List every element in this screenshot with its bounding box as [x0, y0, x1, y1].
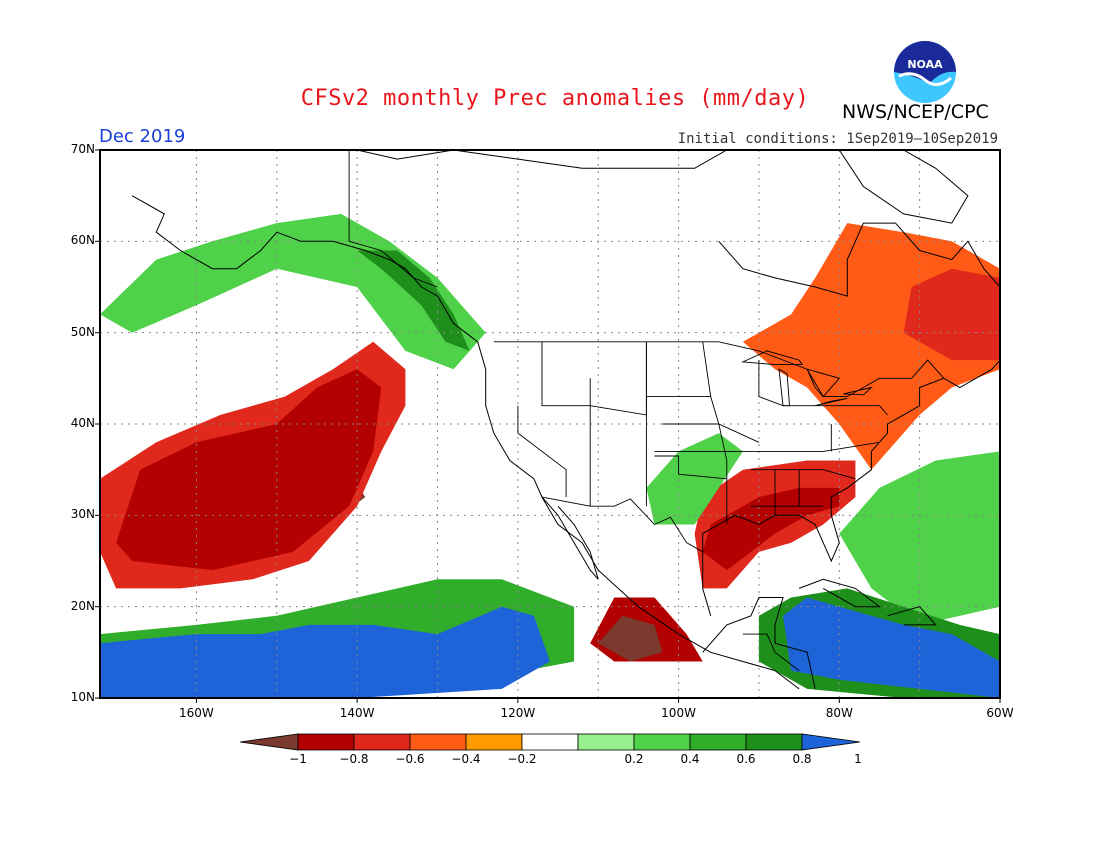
lake-4	[843, 386, 873, 396]
border-9	[662, 423, 760, 443]
valid-month: Dec 2019	[99, 126, 186, 147]
lat-label: 50N	[70, 324, 95, 339]
anomaly-region-15	[357, 250, 470, 351]
lon-label: 160W	[179, 706, 214, 720]
coastline-1	[541, 496, 599, 580]
lon-label: 140W	[339, 706, 375, 720]
lat-label: 60N	[70, 233, 95, 248]
border-7	[702, 341, 728, 525]
lon-label: 80W	[825, 706, 853, 720]
coastline-3	[702, 359, 1000, 563]
lat-label: 70N	[70, 142, 95, 156]
anomaly-region-2	[116, 369, 382, 571]
lat-label: 20N	[70, 598, 95, 613]
anomaly-region-11	[783, 597, 1000, 698]
colorbar-label: −0.6	[395, 752, 425, 766]
colorbar-arrow-low	[239, 733, 299, 751]
colorbar-segment	[689, 733, 747, 751]
anomaly-region-9	[839, 451, 1000, 625]
noaa-logo-icon: NOAA	[894, 41, 956, 103]
coastline-0	[131, 195, 800, 690]
colorbar-label: 0.4	[680, 752, 700, 766]
anomaly-region-6	[598, 615, 663, 662]
coastline-9	[838, 150, 969, 224]
lake-0	[741, 350, 804, 366]
colorbar-label: −0.4	[451, 752, 481, 766]
colorbar-label: −0.8	[339, 752, 369, 766]
initial-conditions: Initial conditions: 1Sep2019—10Sep2019	[677, 131, 998, 147]
border-18	[742, 633, 800, 671]
anomaly-region-16	[646, 433, 743, 525]
colorbar-segment	[577, 733, 635, 751]
colorbar-label: 0.6	[736, 752, 756, 766]
lake-2	[806, 368, 841, 398]
border-4	[517, 405, 567, 498]
colorbar-label: 1	[854, 752, 862, 766]
lon-label: 120W	[500, 706, 536, 720]
svg-text:NOAA: NOAA	[907, 58, 943, 71]
colorbar-label: −0.2	[507, 752, 537, 766]
lon-label: 100W	[661, 706, 696, 720]
coastline-4	[702, 551, 712, 616]
agency-label: NWS/NCEP/CPC	[842, 101, 989, 123]
colorbar-label: −1	[289, 752, 307, 766]
colorbar-segment	[297, 733, 355, 751]
lake-3	[815, 397, 848, 407]
colorbar-segment	[353, 733, 411, 751]
lat-label: 40N	[70, 416, 95, 430]
border-1	[348, 150, 438, 288]
lat-label: 10N	[70, 690, 95, 704]
border-2	[541, 496, 703, 553]
lon-label: 60W	[986, 706, 1014, 720]
anomaly-region-4	[702, 487, 840, 571]
chart-title: CFSv2 monthly Prec anomalies (mm/day)	[300, 86, 810, 111]
anomaly-region-8	[903, 268, 1000, 361]
border-10	[654, 441, 880, 452]
colorbar-label: 0.2	[624, 752, 644, 766]
colorbar-segment	[633, 733, 691, 751]
colorbar-label: 0.8	[792, 752, 812, 766]
coastline-2	[702, 597, 816, 690]
colorbar-segment	[409, 733, 467, 751]
border-16	[758, 360, 888, 416]
coastline-6	[356, 150, 728, 169]
coastline-7	[798, 578, 881, 608]
coastline-8	[887, 606, 937, 626]
colorbar-segment	[745, 733, 803, 751]
colorbar-arrow-high	[801, 733, 861, 751]
colorbar-segment	[521, 733, 579, 751]
lake-1	[778, 368, 790, 407]
border-0	[493, 341, 945, 398]
lat-label: 30N	[70, 507, 95, 522]
colorbar-segment	[465, 733, 523, 751]
coastline-5	[718, 222, 1000, 297]
border-11	[654, 455, 727, 480]
